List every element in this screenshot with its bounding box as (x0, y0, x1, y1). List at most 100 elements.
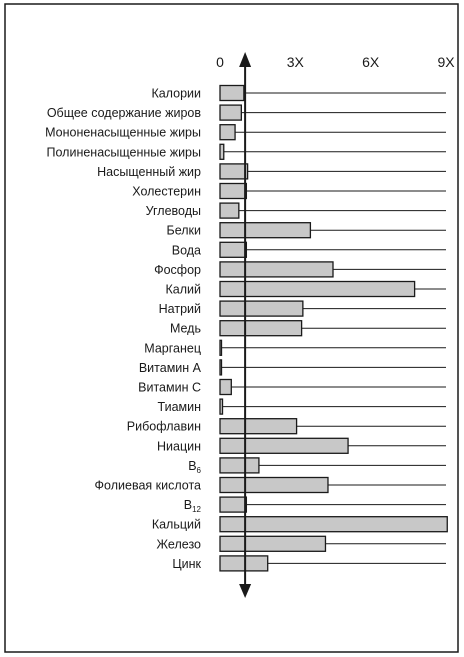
category-label-subscript: 6 (197, 466, 202, 475)
category-label-text: B (184, 498, 192, 512)
category-label-text: Медь (170, 322, 201, 336)
bar-row: Насыщенный жир (97, 163, 446, 180)
category-label: Вода (172, 243, 201, 257)
category-label: Фолиевая кислота (95, 479, 201, 493)
down-arrow-icon (239, 584, 252, 598)
bar-row: Полиненасыщенные жиры (47, 143, 446, 160)
category-label-text: Кальций (152, 518, 201, 532)
x-tick-label: 9X (437, 54, 455, 70)
bar-rows: Калории Общее содержание жиров Мононенасыщ… (45, 84, 448, 572)
category-label: B6 (188, 459, 201, 475)
bar-row: Тиамин (158, 398, 446, 415)
category-label: Марганец (144, 341, 201, 355)
bar (219, 398, 224, 415)
category-label: Рибофлавин (127, 420, 201, 434)
category-label: Ниацин (157, 439, 201, 453)
category-label: Насыщенный жир (97, 165, 201, 179)
x-tick-label: 6X (362, 54, 380, 70)
bar-row: Фолиевая кислота (95, 476, 446, 494)
bar (219, 339, 223, 356)
category-label: Мононенасыщенные жиры (45, 126, 201, 140)
category-label-text: Белки (167, 224, 202, 238)
category-label-text: Ниацин (157, 439, 201, 453)
bar (219, 320, 303, 337)
category-label-text: Фолиевая кислота (95, 479, 201, 493)
category-label-text: Витамин А (139, 361, 202, 375)
category-label: Калории (151, 87, 201, 101)
bar-row: Натрий (159, 300, 446, 317)
category-label: Полиненасыщенные жиры (47, 145, 201, 159)
category-label-text: Общее содержание жиров (47, 106, 202, 120)
up-arrow-icon (239, 52, 252, 67)
category-label-text: Железо (157, 537, 201, 551)
category-label-text: Углеводы (146, 204, 201, 218)
bar-row: Белки (167, 222, 446, 239)
bar (219, 496, 248, 513)
bar (219, 241, 248, 258)
bar (219, 437, 349, 454)
bar (219, 359, 223, 376)
category-label: Витамин А (139, 361, 202, 375)
category-label-text: Вода (172, 243, 201, 257)
bar (219, 555, 269, 572)
category-label: Холестерин (132, 185, 201, 199)
category-label: Железо (157, 537, 201, 551)
bar (219, 143, 225, 160)
category-label-text: Мононенасыщенные жиры (45, 126, 201, 140)
bar (219, 378, 232, 396)
bar-row: Медь (170, 320, 446, 337)
bar-row: Железо (157, 535, 446, 552)
category-label-text: Насыщенный жир (97, 165, 201, 179)
bar-row: Рибофлавин (127, 418, 446, 435)
bar-row: Калории (151, 84, 446, 102)
bar (219, 84, 245, 102)
category-label-text: Фосфор (154, 263, 201, 277)
bar-row: Общее содержание жиров (47, 104, 446, 121)
category-label-text: B (188, 459, 196, 473)
reference-line-group (239, 52, 252, 598)
bar-row: Марганец (144, 339, 446, 356)
category-label-text: Холестерин (132, 185, 201, 199)
bar-row: Ниацин (157, 437, 446, 454)
bar-row: B12 (184, 496, 446, 514)
x-tick-label: 0 (216, 54, 224, 70)
category-label: Фосфор (154, 263, 201, 277)
bar (219, 182, 248, 200)
bar-row: Мононенасыщенные жиры (45, 124, 446, 141)
bar (219, 124, 236, 141)
bar (219, 104, 242, 121)
category-label-text: Натрий (159, 302, 201, 316)
category-label: Углеводы (146, 204, 201, 218)
bar (219, 202, 240, 219)
category-label: Медь (170, 322, 201, 336)
category-label-text: Тиамин (158, 400, 202, 414)
bar-row: Калий (166, 280, 446, 298)
x-tick-label: 3X (287, 54, 305, 70)
bar-row: B6 (188, 457, 446, 475)
category-label: Цинк (172, 557, 201, 571)
category-label: Тиамин (158, 400, 202, 414)
bar-row: Витамин С (138, 378, 446, 396)
bar-row: Вода (172, 241, 446, 258)
bar (219, 261, 334, 278)
bar (219, 280, 416, 298)
category-label: B12 (184, 498, 202, 514)
category-label-text: Калории (151, 87, 201, 101)
category-label-text: Калий (166, 283, 202, 297)
category-label: Калий (166, 283, 202, 297)
category-label-text: Витамин С (138, 381, 201, 395)
bar (219, 535, 327, 552)
bar (219, 476, 329, 494)
category-label-subscript: 12 (192, 505, 201, 514)
bar-row: Кальций (152, 516, 448, 533)
bar-row: Фосфор (154, 261, 446, 278)
category-label-text: Рибофлавин (127, 420, 201, 434)
bar-row: Витамин А (139, 359, 446, 376)
bar-row: Холестерин (132, 182, 446, 200)
bar (219, 457, 260, 474)
bar (219, 163, 249, 180)
bar-row: Углеводы (146, 202, 446, 219)
category-label: Кальций (152, 518, 201, 532)
bar (219, 516, 448, 533)
